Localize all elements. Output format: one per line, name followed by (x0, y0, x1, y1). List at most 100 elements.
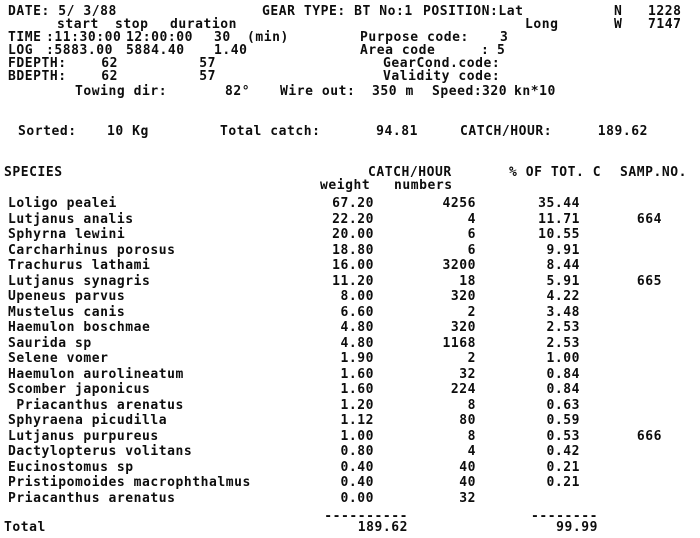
weight-value: 1.60 (340, 367, 374, 382)
time-duration: 30 (214, 30, 231, 45)
time-line: TIME :11:30:00 12:00:00 30 (min) Purpose… (0, 30, 700, 46)
col-start-label: start (57, 17, 99, 32)
time-unit: (min) (247, 30, 289, 45)
species-col-header: SPECIES (4, 165, 63, 180)
pct-value: 5.91 (546, 274, 580, 289)
numbers-value: 320 (450, 289, 476, 304)
species-name: Carcharhinus porosus (8, 243, 176, 258)
pct-value: 4.22 (546, 289, 580, 304)
long-value: 7147 (648, 17, 682, 32)
header-line-2: start stop duration Long W 7147 (0, 17, 700, 33)
area-code-colon: : (481, 43, 490, 58)
table-row: Loligo pealei 67.20 4256 35.44 (0, 196, 700, 212)
col-stop-label: stop (115, 17, 149, 32)
species-name: Saurida sp (8, 336, 92, 351)
towing-line: Towing dir: 82° Wire out: 350 m Speed: 3… (0, 84, 700, 100)
weight-value: 1.00 (340, 429, 374, 444)
log-start: :5883.00 (46, 43, 114, 58)
sorted-value: 10 Kg (107, 124, 149, 139)
total-row: Total 189.62 99.99 (0, 520, 700, 536)
bdepth-stop: 57 (199, 69, 216, 84)
pct-value: 0.53 (546, 429, 580, 444)
total-catch-value: 94.81 (376, 124, 418, 139)
pct-value: 0.84 (546, 382, 580, 397)
time-stop: 12:00:00 (126, 30, 194, 45)
species-name: Loligo pealei (8, 196, 117, 211)
numbers-value: 1168 (442, 336, 476, 351)
table-row: Sphyraena picudilla 1.12 80 0.59 (0, 413, 700, 429)
bdepth-label: BDEPTH: (8, 69, 67, 84)
pct-value: 9.91 (546, 243, 580, 258)
pct-value: 0.59 (546, 413, 580, 428)
speed-label: Speed: (432, 84, 483, 99)
table-row: Pristipomoides macrophthalmus 0.40 40 0.… (0, 475, 700, 491)
table-row: Eucinostomus sp 0.40 40 0.21 (0, 460, 700, 476)
species-name: Upeneus parvus (8, 289, 126, 304)
numbers-value: 32 (459, 367, 476, 382)
pct-value: 0.21 (546, 460, 580, 475)
log-stop: 5884.40 (126, 43, 185, 58)
table-row: Priacanthus arenatus 0.00 32 (0, 491, 700, 507)
purpose-code-label: Purpose code: (360, 30, 469, 45)
time-start: :11:30:00 (46, 30, 122, 45)
fdepth-stop: 57 (199, 56, 216, 71)
numbers-value: 320 (450, 320, 476, 335)
wire-out-label: Wire out: (280, 84, 356, 99)
table-row: Priacanthus arenatus 1.20 8 0.63 (0, 398, 700, 414)
table-row: Haemulon aurolineatum 1.60 32 0.84 (0, 367, 700, 383)
purpose-code-value: 3 (500, 30, 509, 45)
pct-value: 8.44 (546, 258, 580, 273)
weight-total-dashes: ---------- (324, 509, 408, 524)
table-row: Trachurus lathami 16.00 3200 8.44 (0, 258, 700, 274)
weight-value: 16.00 (332, 258, 374, 273)
table-header-row: SPECIES CATCH/HOUR % OF TOT. C SAMP.NO. (0, 165, 700, 181)
gearcond-code-label: GearCond.code: (383, 56, 501, 71)
fdepth-line: FDEPTH: 62 57 GearCond.code: (0, 56, 700, 72)
numbers-value: 40 (459, 460, 476, 475)
numbers-value: 2 (467, 351, 476, 366)
weight-value: 22.20 (332, 212, 374, 227)
pct-value: 0.42 (546, 444, 580, 459)
lat-hemisphere: N (614, 4, 623, 19)
table-row: Mustelus canis 6.60 2 3.48 (0, 305, 700, 321)
numbers-col-header: numbers (394, 178, 453, 193)
species-name: Eucinostomus sp (8, 460, 134, 475)
table-subheader-row: weight numbers (0, 178, 700, 194)
numbers-value: 18 (459, 274, 476, 289)
towing-dir-label: Towing dir: (75, 84, 168, 99)
numbers-value: 80 (459, 413, 476, 428)
validity-code-label: Validity code: (383, 69, 501, 84)
total-pct: 99.99 (556, 520, 598, 535)
species-name: Sphyrna lewini (8, 227, 126, 242)
bdepth-start: 62 (101, 69, 118, 84)
pct-value: 0.21 (546, 475, 580, 490)
lat-value: 1228 (648, 4, 682, 19)
numbers-value: 32 (459, 491, 476, 506)
pct-value: 0.84 (546, 367, 580, 382)
species-name: Lutjanus analis (8, 212, 134, 227)
species-name: Priacanthus arenatus (8, 491, 176, 506)
table-row: Sphyrna lewini 20.00 6 10.55 (0, 227, 700, 243)
speed-value: 320 (482, 84, 508, 99)
long-label: Long (525, 17, 559, 32)
pct-value: 2.53 (546, 336, 580, 351)
fdepth-start: 62 (101, 56, 118, 71)
weight-value: 11.20 (332, 274, 374, 289)
numbers-value: 4256 (442, 196, 476, 211)
sampno-value: 666 (636, 429, 662, 444)
species-name: Haemulon aurolineatum (8, 367, 184, 382)
sorted-label: Sorted: (18, 124, 77, 139)
log-label: LOG (8, 43, 34, 58)
area-code-label: Area code (360, 43, 436, 58)
weight-value: 1.12 (340, 413, 374, 428)
catch-hour-label: CATCH/HOUR: (460, 124, 553, 139)
weight-col-header: weight (320, 178, 371, 193)
weight-value: 0.40 (340, 460, 374, 475)
total-separator-row: ---------- -------- (0, 509, 700, 525)
bdepth-line: BDEPTH: 62 57 Validity code: (0, 69, 700, 85)
area-code-value: 5 (497, 43, 506, 58)
weight-value: 4.80 (340, 320, 374, 335)
table-row: Dactylopterus volitans 0.80 4 0.42 (0, 444, 700, 460)
numbers-value: 6 (467, 227, 476, 242)
